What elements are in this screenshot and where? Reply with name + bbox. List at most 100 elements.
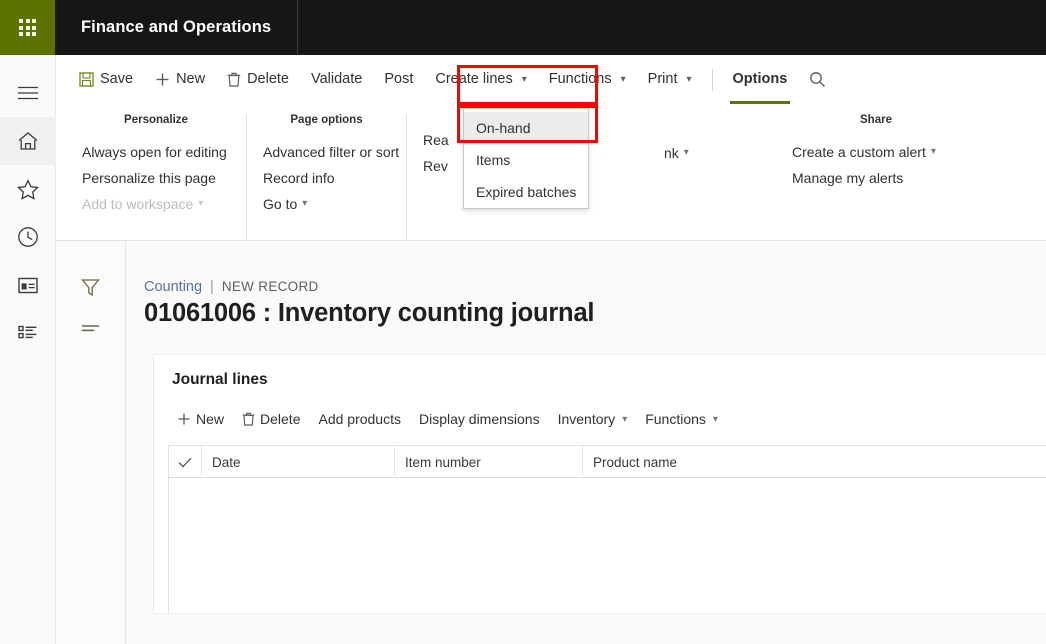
app-launcher-button[interactable] bbox=[0, 0, 55, 55]
page-content: Counting | NEW RECORD 01061006 : Invento… bbox=[126, 241, 1046, 644]
sort-lines-icon bbox=[82, 325, 99, 332]
search-button[interactable] bbox=[798, 65, 837, 95]
manage-my-alerts-label: Manage my alerts bbox=[792, 170, 904, 186]
chevron-down-icon: ▾ bbox=[622, 413, 628, 425]
column-header-date[interactable]: Date bbox=[202, 446, 395, 478]
advanced-filter-or-sort-link[interactable]: Advanced filter or sort bbox=[263, 139, 399, 165]
tab-create-lines-label: Create lines bbox=[435, 71, 513, 88]
chevron-down-icon: ▾ bbox=[683, 147, 689, 158]
menu-item-items[interactable]: Items bbox=[464, 144, 588, 176]
fact-box-rail bbox=[56, 241, 126, 644]
ribbon-group-share-title: Share bbox=[860, 114, 892, 126]
plus-icon bbox=[177, 412, 191, 426]
grid-toolbar: New Delete Add products bbox=[154, 403, 1046, 435]
search-icon bbox=[809, 71, 826, 88]
home-icon bbox=[18, 132, 37, 150]
tab-create-lines[interactable]: Create lines ▾ bbox=[424, 65, 537, 95]
obscured-link-read-label: Rea bbox=[423, 132, 449, 148]
clock-icon bbox=[17, 227, 38, 247]
add-products-button[interactable]: Add products bbox=[309, 405, 410, 433]
plus-icon bbox=[155, 72, 170, 87]
grid-delete-button[interactable]: Delete bbox=[233, 405, 309, 433]
ribbon-group-page-options: Page options Advanced filter or sort Rec… bbox=[246, 114, 406, 241]
breadcrumb-link-counting[interactable]: Counting bbox=[144, 279, 203, 295]
display-dimensions-button-label: Display dimensions bbox=[418, 411, 540, 427]
obscured-link-review-label: Rev bbox=[423, 158, 448, 174]
tab-options-label: Options bbox=[732, 71, 788, 88]
journal-lines-grid: Date Item number Product name bbox=[168, 445, 1046, 612]
delete-button[interactable]: Delete bbox=[216, 65, 300, 95]
add-products-button-label: Add products bbox=[318, 411, 401, 427]
menu-item-on-hand[interactable]: On-hand bbox=[464, 112, 588, 144]
go-to-link[interactable]: Go to ▾ bbox=[263, 191, 390, 217]
record-info-label: Record info bbox=[263, 170, 335, 186]
save-icon bbox=[79, 72, 94, 87]
display-dimensions-button[interactable]: Display dimensions bbox=[410, 405, 549, 433]
app-title: Finance and Operations bbox=[81, 18, 272, 36]
sidebar-item-workspaces[interactable] bbox=[0, 261, 56, 309]
new-button[interactable]: New bbox=[144, 65, 216, 95]
obscured-link-read[interactable]: Rea bbox=[423, 127, 560, 153]
hamburger-menu-icon bbox=[17, 86, 38, 100]
inventory-menu-button[interactable]: Inventory ▾ bbox=[549, 405, 637, 433]
grid-delete-button-label: Delete bbox=[260, 411, 301, 427]
topbar-divider bbox=[297, 0, 299, 55]
create-lines-dropdown-menu: On-hand Items Expired batches bbox=[463, 108, 589, 209]
grid-new-button-label: New bbox=[196, 411, 225, 427]
tab-functions[interactable]: Functions ▾ bbox=[538, 65, 637, 95]
action-pane-tabs: Save New Delete Validate bbox=[56, 55, 1046, 104]
always-open-for-editing-label: Always open for editing bbox=[82, 144, 227, 160]
filter-funnel-icon-button[interactable] bbox=[80, 277, 101, 298]
tab-print[interactable]: Print ▾ bbox=[637, 65, 703, 95]
column-header-item-number[interactable]: Item number bbox=[395, 446, 583, 478]
grid-functions-menu-button[interactable]: Functions ▾ bbox=[636, 405, 727, 433]
tab-divider bbox=[711, 68, 713, 91]
post-button[interactable]: Post bbox=[373, 65, 424, 95]
select-all-column-header[interactable] bbox=[169, 446, 202, 478]
go-to-label: Go to bbox=[263, 196, 298, 212]
sidebar-item-home[interactable] bbox=[0, 117, 56, 165]
sort-lines-icon-button[interactable] bbox=[80, 322, 101, 336]
filter-funnel-icon bbox=[81, 279, 100, 297]
menu-item-items-label: Items bbox=[476, 152, 511, 168]
inventory-menu-button-label: Inventory bbox=[557, 411, 616, 427]
grid-functions-menu-button-label: Functions bbox=[645, 411, 706, 427]
page-title: 01061006 : Inventory counting journal bbox=[144, 299, 595, 327]
chevron-down-icon: ▾ bbox=[930, 146, 936, 157]
journal-lines-heading: Journal lines bbox=[172, 371, 268, 388]
grid-new-button[interactable]: New bbox=[168, 405, 233, 433]
action-pane-groups: Personalize Always open for editing Pers… bbox=[56, 104, 1046, 241]
sidebar-item-favorites[interactable] bbox=[0, 165, 56, 213]
manage-my-alerts-link[interactable]: Manage my alerts bbox=[792, 165, 960, 191]
save-button[interactable]: Save bbox=[68, 65, 144, 95]
post-button-label: Post bbox=[384, 71, 414, 88]
sidebar-item-modules[interactable] bbox=[0, 309, 56, 357]
menu-item-expired-batches-label: Expired batches bbox=[476, 184, 577, 200]
chevron-down-icon: ▾ bbox=[302, 198, 308, 209]
ribbon-group-personalize-title: Personalize bbox=[124, 114, 188, 126]
sidebar-item-recent[interactable] bbox=[0, 213, 56, 261]
tab-options[interactable]: Options bbox=[722, 65, 799, 104]
ribbon-group-obscured-left: Rea Rev bbox=[406, 114, 576, 241]
column-header-product-name[interactable]: Product name bbox=[593, 454, 678, 470]
obscured-link-review[interactable]: Rev bbox=[423, 153, 560, 179]
record-info-link[interactable]: Record info bbox=[263, 165, 390, 191]
always-open-for-editing-link[interactable]: Always open for editing bbox=[82, 139, 230, 165]
tab-print-label: Print bbox=[647, 71, 678, 88]
obscured-link-get-a-link[interactable]: nk ▾ bbox=[664, 140, 760, 166]
personalize-this-page-link[interactable]: Personalize this page bbox=[82, 165, 230, 191]
menu-item-expired-batches[interactable]: Expired batches bbox=[464, 176, 588, 208]
validate-button-label: Validate bbox=[311, 71, 363, 88]
record-state-label: NEW RECORD bbox=[221, 279, 319, 294]
personalize-this-page-label: Personalize this page bbox=[82, 170, 216, 186]
checkmark-icon bbox=[178, 457, 192, 468]
top-app-bar: Finance and Operations bbox=[0, 0, 1046, 55]
obscured-link-get-a-link-label: nk bbox=[664, 145, 679, 161]
chevron-down-icon: ▾ bbox=[198, 198, 204, 209]
hamburger-menu-icon-button[interactable] bbox=[0, 69, 56, 117]
add-to-workspace-link: Add to workspace ▾ bbox=[82, 191, 230, 217]
validate-button[interactable]: Validate bbox=[300, 65, 373, 95]
ribbon-group-obscured-right: nk ▾ bbox=[576, 114, 776, 241]
create-a-custom-alert-link[interactable]: Create a custom alert ▾ bbox=[792, 139, 960, 165]
journal-lines-card: Journal lines New bbox=[153, 354, 1046, 614]
